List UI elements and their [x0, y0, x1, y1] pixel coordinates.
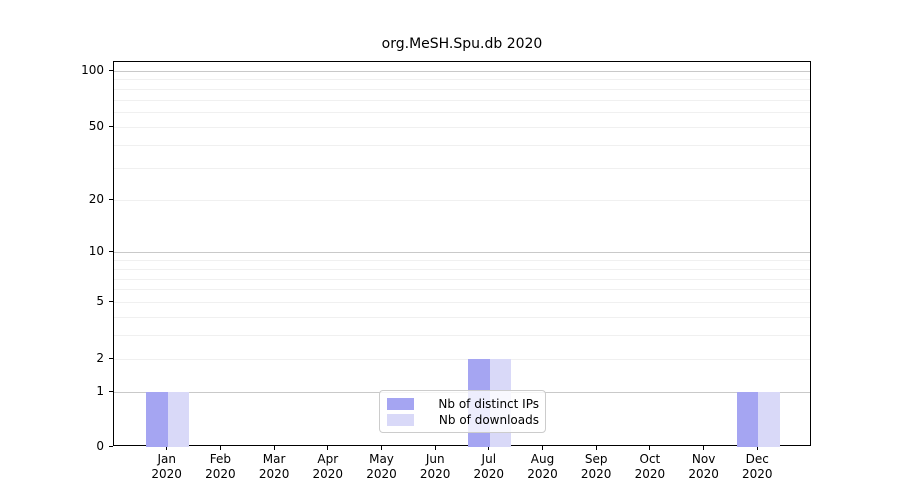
x-axis-tick — [327, 446, 329, 450]
x-axis-tick-label-month: Jan — [157, 452, 176, 466]
x-axis-tick-label-year: 2020 — [205, 467, 236, 481]
x-axis-tick — [381, 446, 382, 450]
x-axis-tick — [434, 446, 436, 450]
x-axis-tick-label-month: Mar — [262, 452, 286, 466]
gridline-minor — [114, 89, 810, 90]
x-axis-tick — [488, 446, 490, 450]
bar-downloads — [167, 392, 190, 447]
x-axis-tick — [756, 446, 758, 450]
y-axis-tick-label: 2 — [96, 350, 104, 365]
x-axis-tick-label-month: Oct — [639, 452, 661, 466]
x-axis-tick — [595, 446, 597, 450]
x-axis-tick-label-month: Jul — [481, 452, 497, 466]
y-axis-tick-label: 5 — [96, 294, 104, 308]
legend-item-distinct-ips: Nb of distinct IPs — [387, 396, 539, 411]
x-axis-tick-label-month: Apr — [317, 452, 339, 466]
gridline-minor — [114, 144, 810, 146]
gridline-minor — [114, 112, 810, 114]
legend-swatch-distinct-ips-icon — [387, 397, 414, 410]
gridline-minor — [114, 199, 810, 201]
gridline-minor — [114, 316, 810, 318]
y-axis-tick — [109, 198, 113, 200]
chart-title: org.MeSH.Spu.db 2020 — [381, 36, 543, 52]
gridline-minor — [114, 126, 810, 128]
gridline-minor — [114, 302, 810, 303]
gridline-minor — [114, 79, 810, 81]
x-axis-tick — [703, 446, 705, 450]
legend-label-downloads: Nb of downloads — [438, 412, 539, 427]
x-axis-tick-label-year: 2020 — [634, 467, 666, 481]
legend-label-distinct-ips: Nb of distinct IPs — [438, 396, 539, 411]
x-axis-tick-label-month: Nov — [691, 452, 716, 466]
y-axis-tick-label: 50 — [88, 118, 104, 133]
x-axis-tick-label-year: 2020 — [527, 467, 558, 481]
x-axis-tick-label-month: Dec — [745, 452, 769, 466]
y-axis-tick — [109, 301, 113, 302]
y-axis-tick — [109, 125, 113, 127]
x-axis-tick — [649, 446, 651, 450]
x-axis-tick — [273, 446, 275, 450]
bar-distinct-ips — [736, 392, 759, 447]
legend: Nb of distinct IPs Nb of downloads — [379, 390, 546, 433]
bar-downloads — [758, 392, 780, 447]
y-axis-tick-label: 0 — [96, 439, 104, 453]
gridline-minor — [114, 268, 810, 270]
gridline-minor — [114, 335, 810, 337]
y-axis-tick-label: 20 — [88, 191, 104, 206]
x-axis-tick-label-year: 2020 — [366, 467, 397, 481]
x-axis-tick-label-year: 2020 — [473, 467, 505, 481]
gridline-minor — [114, 289, 810, 291]
y-axis-tick — [109, 446, 113, 447]
gridline-major — [114, 252, 810, 254]
x-axis-tick-label-month: Aug — [530, 452, 555, 466]
y-axis-tick — [109, 69, 113, 71]
x-axis-tick-label-month: Sep — [584, 452, 608, 466]
x-axis-tick-label-year: 2020 — [258, 467, 290, 481]
bar-distinct-ips — [146, 392, 168, 447]
y-axis-tick — [109, 391, 113, 392]
y-axis-tick-label: 1 — [96, 384, 104, 398]
x-axis-tick — [219, 446, 221, 450]
x-axis-tick — [542, 446, 543, 450]
x-axis-tick — [166, 446, 168, 450]
x-axis-tick-label-month: Feb — [209, 452, 232, 466]
gridline-minor — [114, 278, 810, 280]
x-axis-tick-label-year: 2020 — [688, 467, 719, 481]
x-axis-tick-label-month: Jun — [425, 452, 445, 466]
x-axis-tick-label-year: 2020 — [580, 467, 612, 481]
x-axis-tick-label-year: 2020 — [419, 467, 451, 481]
gridline-minor — [114, 167, 810, 169]
x-axis-tick-label-year: 2020 — [151, 467, 182, 481]
legend-item-downloads: Nb of downloads — [387, 412, 539, 427]
y-axis-tick — [109, 251, 113, 253]
y-axis-tick — [109, 357, 113, 359]
x-axis-tick-label-month: May — [369, 452, 394, 466]
y-axis-tick-label: 10 — [88, 244, 104, 259]
gridline-minor — [114, 99, 810, 101]
gridline-minor — [114, 260, 810, 262]
gridline-major — [114, 70, 810, 72]
x-axis-tick-label-year: 2020 — [312, 467, 344, 481]
y-axis-tick-label: 100 — [81, 62, 104, 77]
gridline-minor — [114, 358, 810, 360]
plot-area — [113, 61, 811, 447]
legend-swatch-downloads-icon — [387, 413, 414, 426]
x-axis-tick-label-year: 2020 — [742, 467, 773, 481]
